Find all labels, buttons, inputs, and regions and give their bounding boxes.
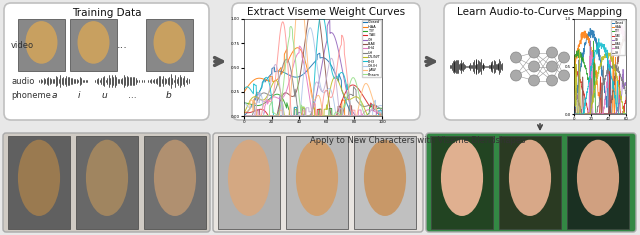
Text: ...: ...	[116, 40, 127, 50]
Bar	[354, 136, 416, 229]
Circle shape	[547, 47, 557, 58]
Ellipse shape	[296, 140, 338, 216]
Ellipse shape	[228, 140, 270, 216]
Bar	[8, 136, 70, 229]
Bar	[144, 136, 206, 229]
Bar	[18, 19, 65, 71]
Circle shape	[547, 75, 557, 86]
Ellipse shape	[77, 21, 109, 64]
Ellipse shape	[154, 21, 186, 64]
Circle shape	[511, 70, 522, 81]
FancyBboxPatch shape	[4, 3, 209, 120]
Ellipse shape	[577, 140, 619, 216]
FancyBboxPatch shape	[444, 3, 636, 120]
Text: b: b	[166, 90, 172, 99]
Ellipse shape	[86, 140, 128, 216]
Circle shape	[529, 75, 540, 86]
Circle shape	[559, 70, 570, 81]
Circle shape	[511, 52, 522, 63]
Circle shape	[529, 47, 540, 58]
Text: video: video	[11, 40, 34, 50]
Bar	[567, 136, 629, 229]
FancyBboxPatch shape	[213, 133, 423, 232]
Bar	[499, 136, 561, 229]
Bar	[146, 19, 193, 71]
Text: i: i	[77, 90, 80, 99]
Text: phoneme: phoneme	[11, 90, 51, 99]
Text: u: u	[101, 90, 107, 99]
Text: a: a	[51, 90, 57, 99]
Ellipse shape	[18, 140, 60, 216]
Circle shape	[547, 61, 557, 72]
Ellipse shape	[154, 140, 196, 216]
FancyBboxPatch shape	[3, 133, 210, 232]
Ellipse shape	[441, 140, 483, 216]
Bar	[70, 19, 117, 71]
FancyBboxPatch shape	[426, 133, 636, 232]
Text: audio: audio	[11, 77, 35, 86]
Circle shape	[559, 52, 570, 63]
Bar	[76, 136, 138, 229]
Text: Training Data: Training Data	[72, 8, 141, 18]
FancyBboxPatch shape	[232, 3, 420, 120]
Circle shape	[529, 61, 540, 72]
Legend: Closed, H.AA, T.IY, T.AE, CH, B.AE, EH4, UH: Closed, H.AA, T.IY, T.AE, CH, B.AE, EH4,…	[611, 20, 625, 55]
Legend: Closed, H.AA, T.IY, T.AE, CH, B.AE, EH4, UH, D/L/N/T, EH3, CH.IH, J.AW, Phasm: Closed, H.AA, T.IY, T.AE, CH, B.AE, EH4,…	[362, 20, 381, 77]
Bar	[431, 136, 493, 229]
Ellipse shape	[509, 140, 551, 216]
Text: Learn Audio-to-Curves Mapping: Learn Audio-to-Curves Mapping	[458, 7, 623, 17]
Bar	[218, 136, 280, 229]
Text: ...: ...	[128, 90, 136, 99]
Ellipse shape	[364, 140, 406, 216]
Text: Apply to New Characters with Viseme Blendshapes: Apply to New Characters with Viseme Blen…	[310, 136, 525, 145]
Text: Extract Viseme Weight Curves: Extract Viseme Weight Curves	[247, 7, 405, 17]
Bar	[286, 136, 348, 229]
Ellipse shape	[26, 21, 58, 64]
